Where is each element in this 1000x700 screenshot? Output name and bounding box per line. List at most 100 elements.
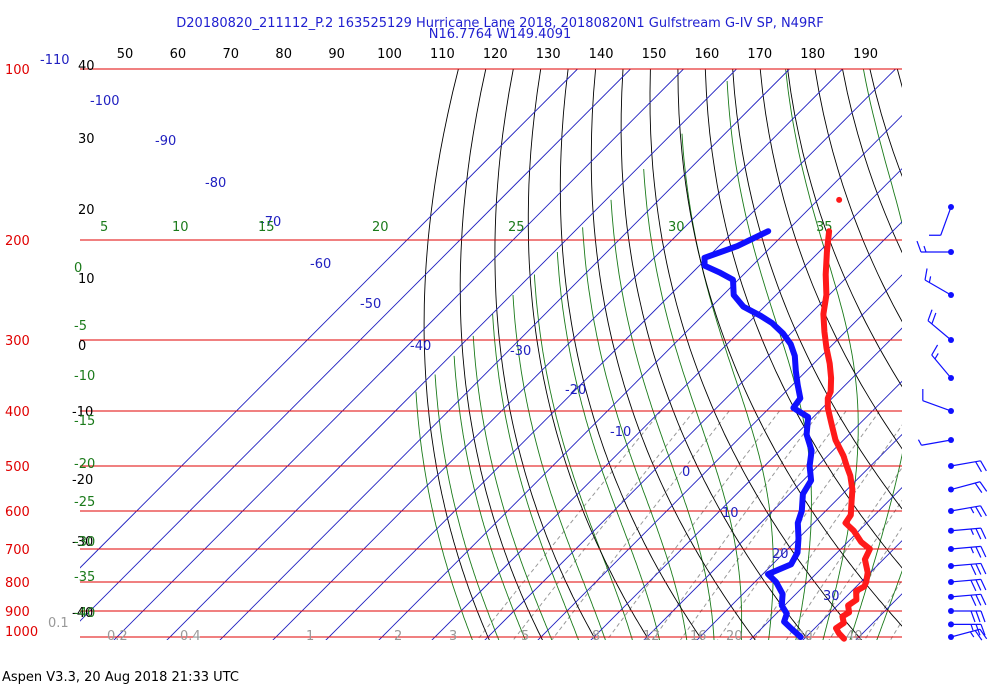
temperature-axis-label: -40 [72, 606, 93, 621]
moist-adiabat-line [453, 355, 526, 640]
wind-barb [948, 527, 987, 540]
pressure-label: 500 [5, 460, 30, 475]
mixing-ratio-line [651, 410, 822, 640]
moist-adiabat-label: -35 [74, 570, 95, 585]
wind-barb [948, 545, 987, 558]
pressure-label: 800 [5, 576, 30, 591]
mixing-ratio-label: 2 [394, 629, 402, 644]
isotherm-label: -30 [510, 344, 531, 359]
wind-barb [929, 204, 954, 236]
mixing-ratio-label: 3 [449, 629, 457, 644]
dry-adiabat-line [952, 69, 1000, 649]
isotherm-line [219, 69, 790, 640]
moist-adiabat-line [533, 274, 633, 640]
isotherm-label: -40 [410, 339, 431, 354]
isotherm-line [325, 69, 896, 640]
moist-adiabat-label: -10 [74, 369, 95, 384]
temperature-axis-label: 20 [78, 203, 95, 218]
isotherm-line [113, 69, 684, 640]
mixing-ratio-label: 8 [592, 629, 600, 644]
dry-adiabat-line [787, 69, 902, 388]
mixing-ratio-label: 0.1 [48, 616, 69, 631]
wind-barb [924, 268, 954, 299]
mixing-ratio-line [863, 579, 902, 640]
moist-adiabat-line [582, 227, 688, 640]
dry-adiabat-line [925, 69, 1000, 649]
temperature-axis-label: 10 [78, 272, 95, 287]
moist-adiabat-line [415, 391, 473, 640]
top-left-isotherm-label: -110 [40, 53, 70, 68]
wind-barb [948, 628, 988, 641]
isotherm-line [80, 69, 631, 622]
pressure-label: 200 [5, 234, 30, 249]
isotherm-line [749, 486, 902, 640]
moist-adiabat-line [681, 133, 774, 640]
isotherm-label: -70 [260, 215, 281, 230]
isotherm-label: -100 [90, 94, 120, 109]
pressure-label: 700 [5, 543, 30, 558]
dry-adiabat-line [896, 69, 902, 88]
moist-adiabat-line [849, 69, 902, 640]
pressure-label: 900 [5, 605, 30, 620]
temperature-axis-label: -10 [72, 405, 93, 420]
pressure-label: 1000 [5, 625, 38, 640]
theta-axis-label: 60 [170, 47, 187, 62]
wind-barb [948, 505, 987, 518]
dry-adiabat-line [980, 69, 1000, 649]
isotherm-label: -50 [360, 297, 381, 312]
wind-barb [922, 389, 954, 414]
wind-barb [927, 309, 954, 344]
isobars [80, 68, 902, 638]
moist-adiabat-line [434, 374, 500, 640]
sounding-profiles [701, 196, 873, 642]
moist-adiabat-line [900, 69, 1000, 649]
mixing-ratio-line [753, 424, 902, 640]
mixing-ratio-line [717, 410, 881, 640]
mixing-ratio-label: 5 [521, 629, 529, 644]
mixing-ratio-line [512, 410, 695, 640]
mixing-ratio-lines [476, 410, 902, 640]
isotherm-line [643, 380, 902, 640]
theta-axis-label: 170 [747, 47, 772, 62]
isotherm-label: 0 [682, 465, 690, 480]
theta-axis-label: 90 [328, 47, 345, 62]
theta-axis-label: 120 [483, 47, 508, 62]
isotherm-label: -90 [155, 134, 176, 149]
temperature-profile-line [820, 228, 873, 642]
dry-adiabat-line [494, 69, 597, 640]
isotherm-label: -80 [205, 176, 226, 191]
mixing-ratio-label: 40 [846, 629, 863, 644]
dry-adiabat-line [649, 69, 863, 640]
isotherms [80, 69, 1000, 649]
temperature-point [836, 196, 843, 203]
moist-adiabat-label: -30 [74, 535, 95, 550]
isotherm-line [537, 274, 902, 640]
isotherm-line [80, 69, 578, 569]
mixing-ratio-line [889, 620, 902, 640]
theta-axis-label: 50 [117, 47, 134, 62]
mixing-ratio-line [551, 410, 730, 640]
moist-adiabat-label: -20 [74, 457, 95, 472]
moist-adiabat-line [512, 294, 606, 640]
wind-barb [948, 608, 986, 623]
dry-adiabat-line [590, 69, 756, 640]
pressure-label: 300 [5, 334, 30, 349]
moist-adiabat-line [726, 80, 812, 640]
dry-adiabat-line [704, 69, 902, 569]
isotherm-line [590, 327, 902, 640]
wind-barbs [916, 204, 988, 641]
dry-adiabat-line [527, 69, 650, 640]
mixing-ratio-line [606, 410, 780, 640]
isotherm-line [953, 69, 1000, 649]
isotherm-label: -10 [610, 425, 631, 440]
theta-axis-label: 190 [853, 47, 878, 62]
pressure-label: 600 [5, 505, 30, 520]
isotherm-line [166, 69, 737, 640]
moist-adiabat-label: -40 [74, 606, 95, 621]
dry-adiabat-line [677, 69, 902, 627]
moist-adiabat-label: 5 [100, 220, 108, 235]
mixing-ratio-label: 20 [726, 629, 743, 644]
theta-axis-label: 110 [430, 47, 455, 62]
wind-barb [916, 240, 954, 256]
